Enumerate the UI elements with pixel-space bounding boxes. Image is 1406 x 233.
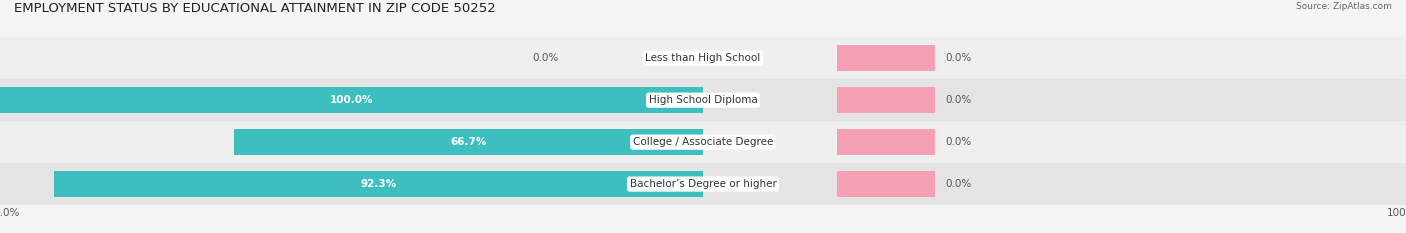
- Bar: [0, 79, 1406, 121]
- Text: Source: ZipAtlas.com: Source: ZipAtlas.com: [1296, 2, 1392, 11]
- Text: Bachelor’s Degree or higher: Bachelor’s Degree or higher: [630, 179, 776, 189]
- Text: College / Associate Degree: College / Associate Degree: [633, 137, 773, 147]
- Text: 66.7%: 66.7%: [450, 137, 486, 147]
- Text: 100.0%: 100.0%: [330, 95, 373, 105]
- Bar: [0, 87, 703, 113]
- Text: 0.0%: 0.0%: [945, 137, 972, 147]
- Text: EMPLOYMENT STATUS BY EDUCATIONAL ATTAINMENT IN ZIP CODE 50252: EMPLOYMENT STATUS BY EDUCATIONAL ATTAINM…: [14, 2, 496, 15]
- Text: 92.3%: 92.3%: [360, 179, 396, 189]
- Bar: [233, 129, 703, 155]
- Bar: [53, 171, 703, 197]
- Text: High School Diploma: High School Diploma: [648, 95, 758, 105]
- Bar: [0, 163, 1406, 205]
- Text: 0.0%: 0.0%: [533, 53, 560, 63]
- Text: 0.0%: 0.0%: [945, 53, 972, 63]
- Bar: [837, 45, 935, 71]
- Bar: [837, 87, 935, 113]
- Bar: [837, 171, 935, 197]
- Text: Less than High School: Less than High School: [645, 53, 761, 63]
- Bar: [0, 37, 1406, 79]
- Text: 0.0%: 0.0%: [945, 95, 972, 105]
- Bar: [837, 129, 935, 155]
- Text: 0.0%: 0.0%: [945, 179, 972, 189]
- Bar: [0, 121, 1406, 163]
